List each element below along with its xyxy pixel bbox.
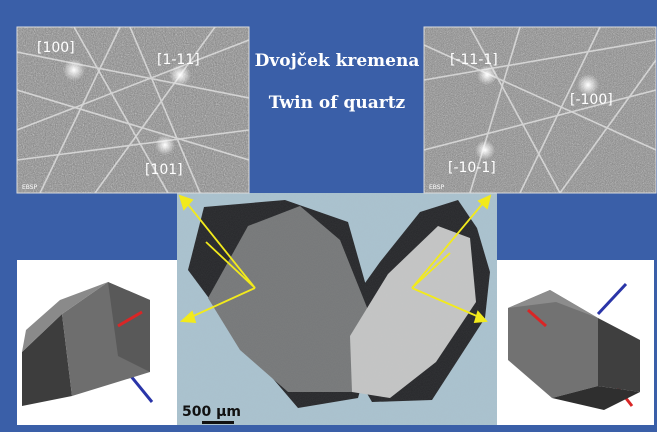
ebsp-left-badge: EBSP bbox=[22, 184, 38, 191]
micrograph: 500 µm bbox=[177, 193, 497, 425]
ebsp-left-label-100: [100] bbox=[37, 40, 75, 56]
ebsp-pattern-right: [-11-1] [-100] [-10-1] EBSP bbox=[424, 27, 656, 193]
ebsp-right-label-10-1: [-10-1] bbox=[448, 160, 496, 176]
scale-bar-label: 500 µm bbox=[182, 404, 241, 420]
arrows-left bbox=[178, 194, 256, 323]
ebsp-left-label-1-11: [1-11] bbox=[157, 52, 200, 68]
ebsp-right-label-11-1: [-11-1] bbox=[450, 52, 498, 68]
scale-bar bbox=[202, 421, 234, 424]
ebsp-right-badge: EBSP bbox=[429, 184, 445, 191]
ebsp-left-label-101: [101] bbox=[145, 162, 183, 178]
crystal-orientation-right bbox=[508, 282, 640, 410]
ebsp-right-label-100: [-100] bbox=[570, 92, 613, 108]
ebsp-pattern-left: [100] [1-11] [101] EBSP bbox=[17, 27, 249, 193]
arrows-right bbox=[411, 194, 492, 324]
title-slovene: Dvojček kremena bbox=[255, 51, 420, 71]
title-english: Twin of quartz bbox=[269, 93, 406, 113]
crystal-orientation-left bbox=[22, 282, 154, 406]
